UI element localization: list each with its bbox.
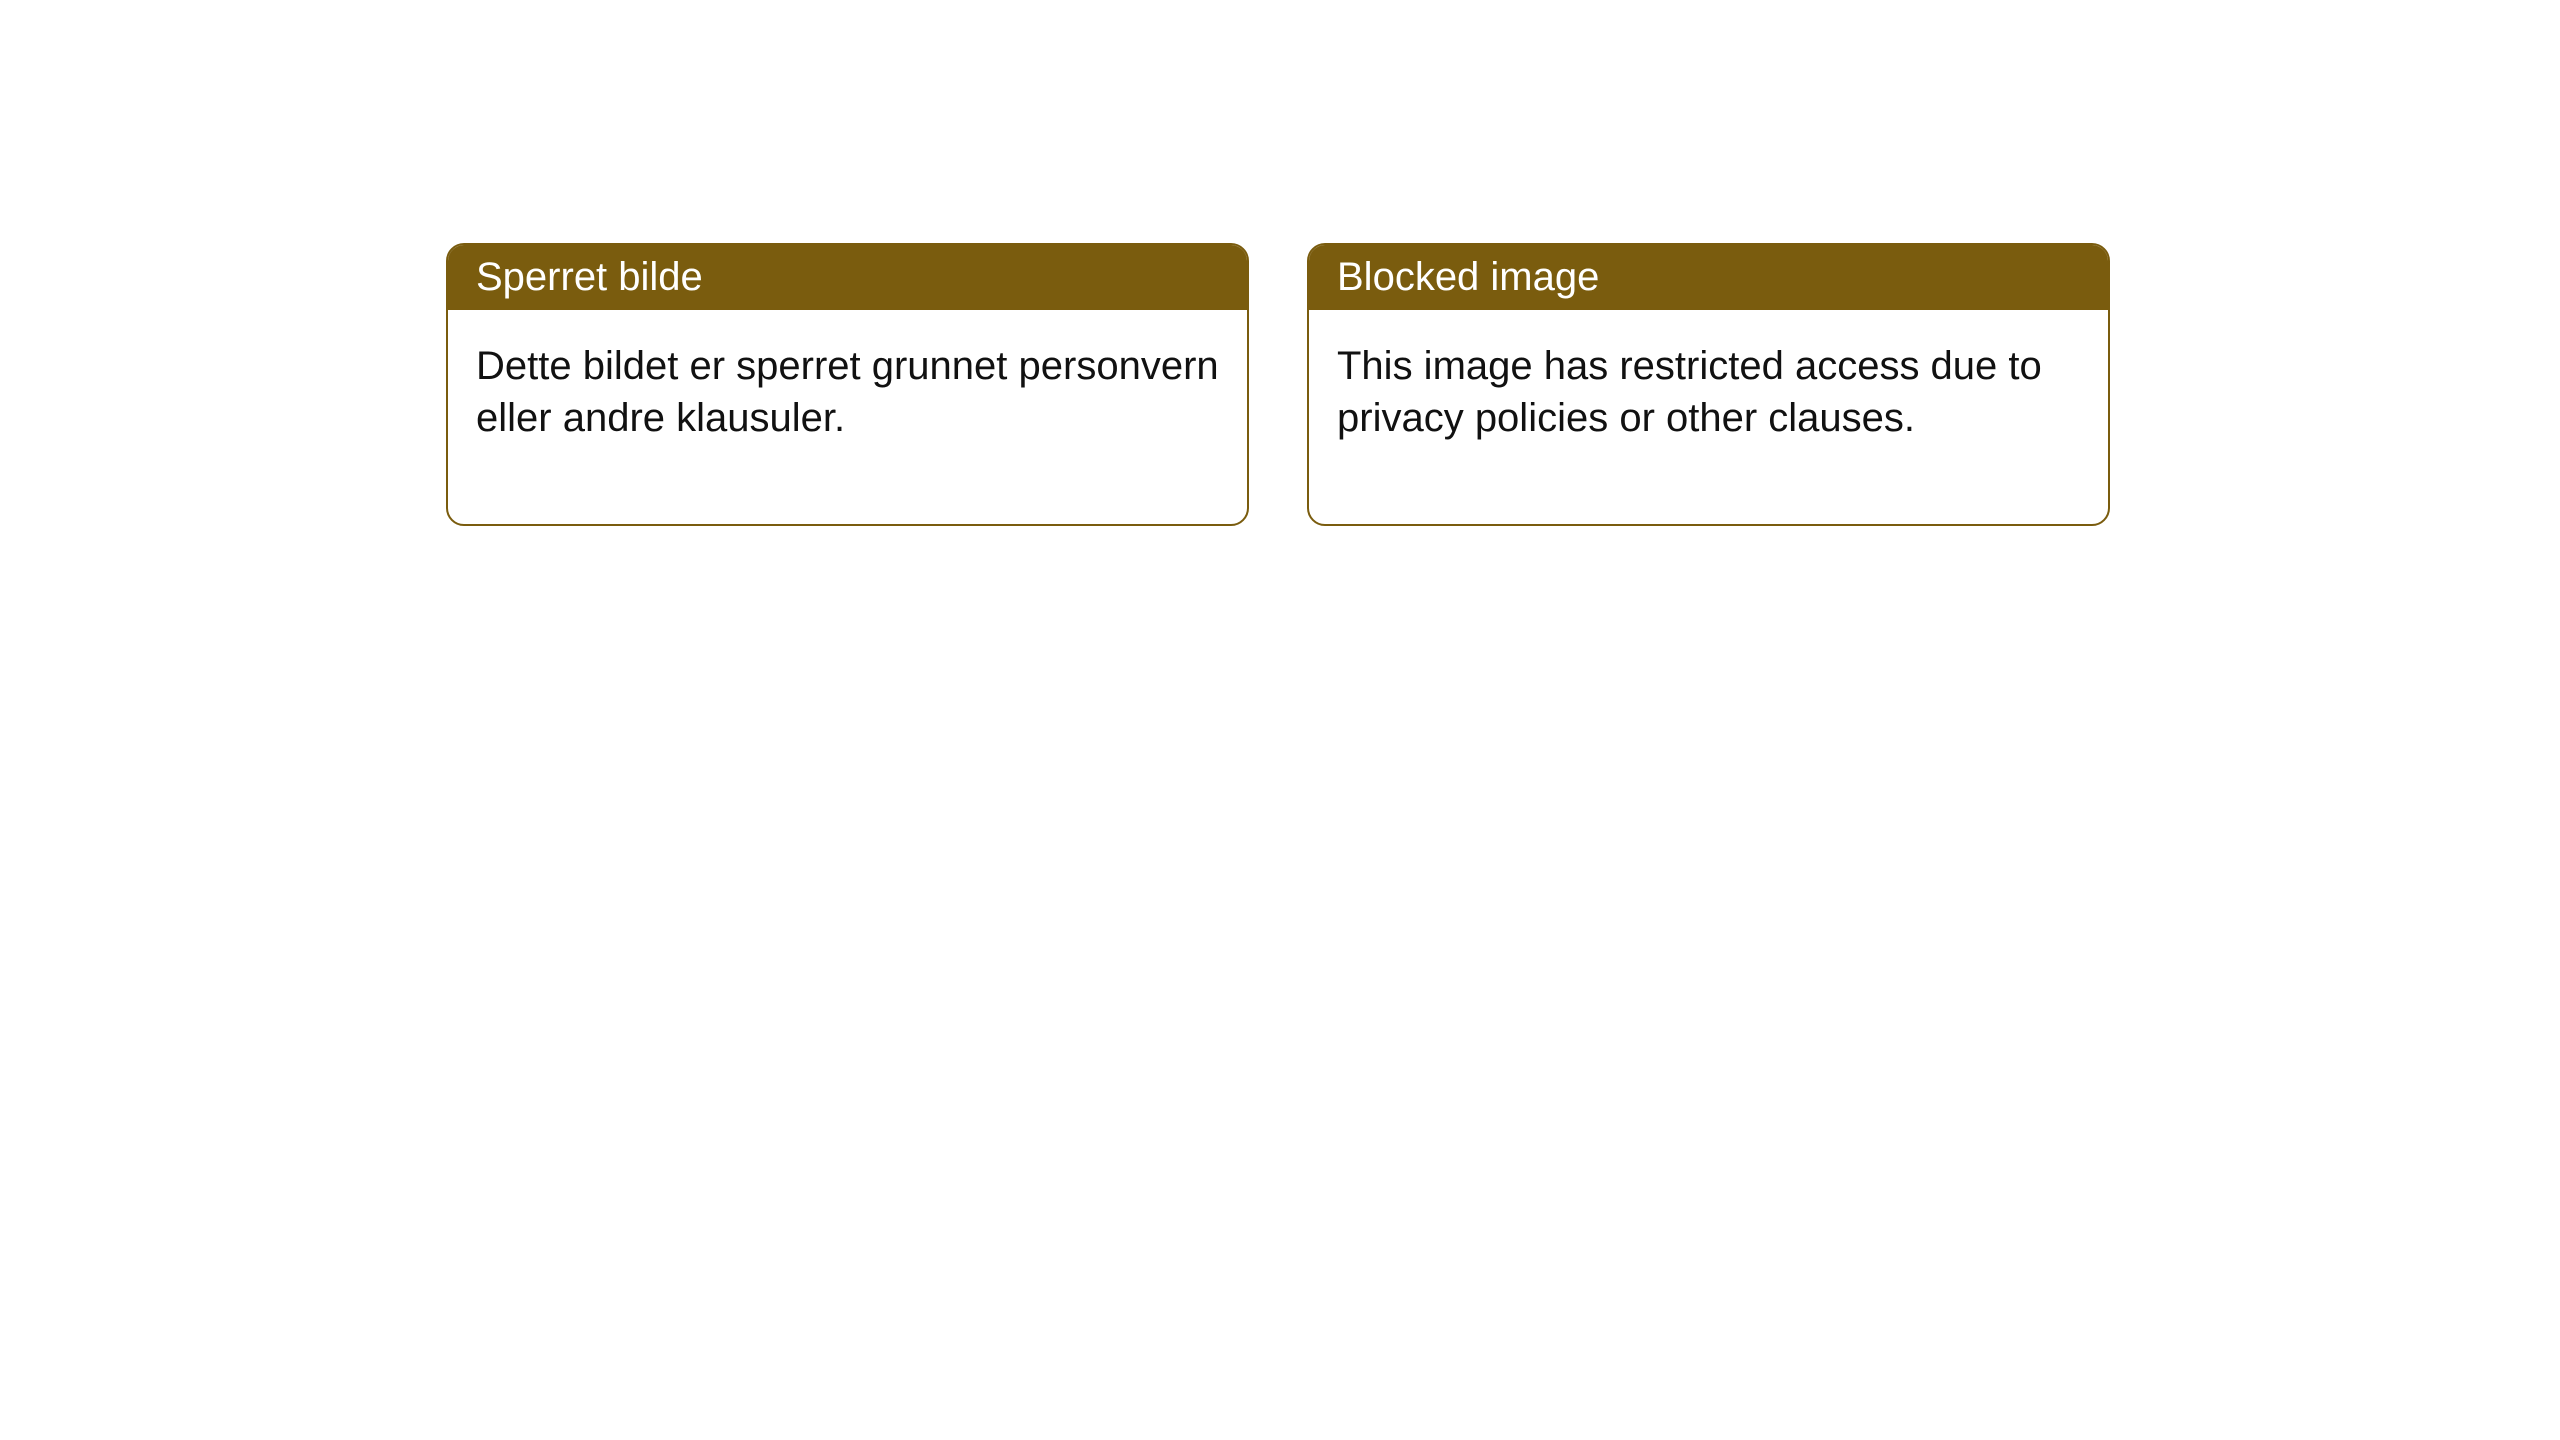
notice-cards-container: Sperret bilde Dette bildet er sperret gr… bbox=[446, 243, 2110, 526]
card-title-no: Sperret bilde bbox=[448, 245, 1247, 310]
blocked-image-card-no: Sperret bilde Dette bildet er sperret gr… bbox=[446, 243, 1249, 526]
card-body-en: This image has restricted access due to … bbox=[1309, 310, 2108, 524]
card-body-no: Dette bildet er sperret grunnet personve… bbox=[448, 310, 1247, 524]
blocked-image-card-en: Blocked image This image has restricted … bbox=[1307, 243, 2110, 526]
card-title-en: Blocked image bbox=[1309, 245, 2108, 310]
